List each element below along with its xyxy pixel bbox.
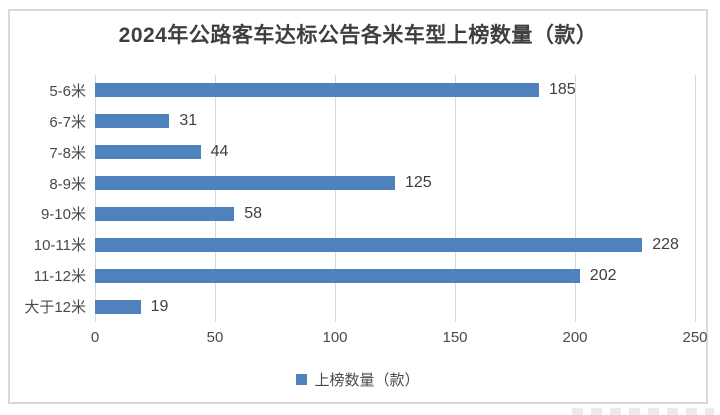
gridline (695, 75, 696, 322)
value-label: 58 (244, 204, 262, 222)
bar-row: 58 (95, 199, 695, 230)
bar (95, 268, 580, 283)
bar (95, 83, 539, 98)
category-label: 11-12米 (33, 268, 86, 286)
legend-swatch-icon (296, 374, 308, 385)
bar-row: 125 (95, 168, 695, 199)
value-label: 125 (405, 174, 432, 192)
x-axis-tick-label: 0 (90, 329, 100, 346)
category-label: 6-7米 (49, 113, 86, 131)
bar (95, 145, 201, 160)
bar-row: 228 (95, 229, 695, 260)
bar (95, 237, 643, 252)
bar (95, 206, 235, 221)
category-axis-line (95, 75, 96, 322)
bar-row: 185 (95, 75, 695, 106)
bar (95, 299, 141, 314)
legend-label: 上榜数量（款） (314, 372, 420, 389)
bar (95, 176, 395, 191)
plot-area: 185 31 44 125 58 228 202 19 (95, 75, 696, 322)
x-axis-labels: 0 50 100 150 200 250 (91, 329, 708, 349)
value-label: 19 (150, 297, 169, 315)
x-axis-tick-label: 200 (562, 329, 588, 346)
gridline (575, 75, 576, 322)
chart-frame: 2024年公路客车达标公告各米车型上榜数量（款） 5-6米 6-7米 7-8米 8-9… (8, 9, 708, 404)
value-label: 228 (652, 235, 679, 253)
legend: 上榜数量（款） (10, 369, 706, 390)
category-label: 10-11米 (33, 237, 86, 255)
x-axis-tick-label: 250 (682, 329, 708, 346)
value-label: 31 (179, 112, 198, 130)
bar-row: 31 (95, 106, 695, 137)
value-label: 185 (549, 81, 576, 99)
category-label: 8-9米 (49, 175, 86, 193)
x-axis-tick-label: 150 (442, 329, 468, 346)
gridline (335, 75, 336, 322)
x-axis-tick-label: 50 (206, 329, 224, 346)
category-label: 大于12米 (24, 299, 86, 317)
bar-rows: 185 31 44 125 58 228 202 19 (95, 75, 695, 322)
bar-row: 19 (95, 291, 695, 322)
category-label: 7-8米 (49, 144, 86, 162)
gridline (215, 75, 216, 322)
bar (95, 114, 170, 129)
watermark (572, 408, 714, 415)
gridline (455, 75, 456, 322)
category-label: 9-10米 (40, 206, 86, 224)
value-label: 202 (589, 266, 617, 284)
bar-row: 202 (95, 260, 695, 291)
category-labels: 5-6米 6-7米 7-8米 8-9米 9-10米 10-11米 11-12米大于12米 (12, 75, 86, 322)
category-label: 5-6米 (49, 82, 86, 100)
bar-row: 44 (95, 137, 695, 168)
x-axis-tick-label: 100 (322, 329, 348, 346)
chart-title: 2024年公路客车达标公告各米车型上榜数量（款） (118, 24, 598, 47)
value-label: 44 (210, 143, 229, 161)
